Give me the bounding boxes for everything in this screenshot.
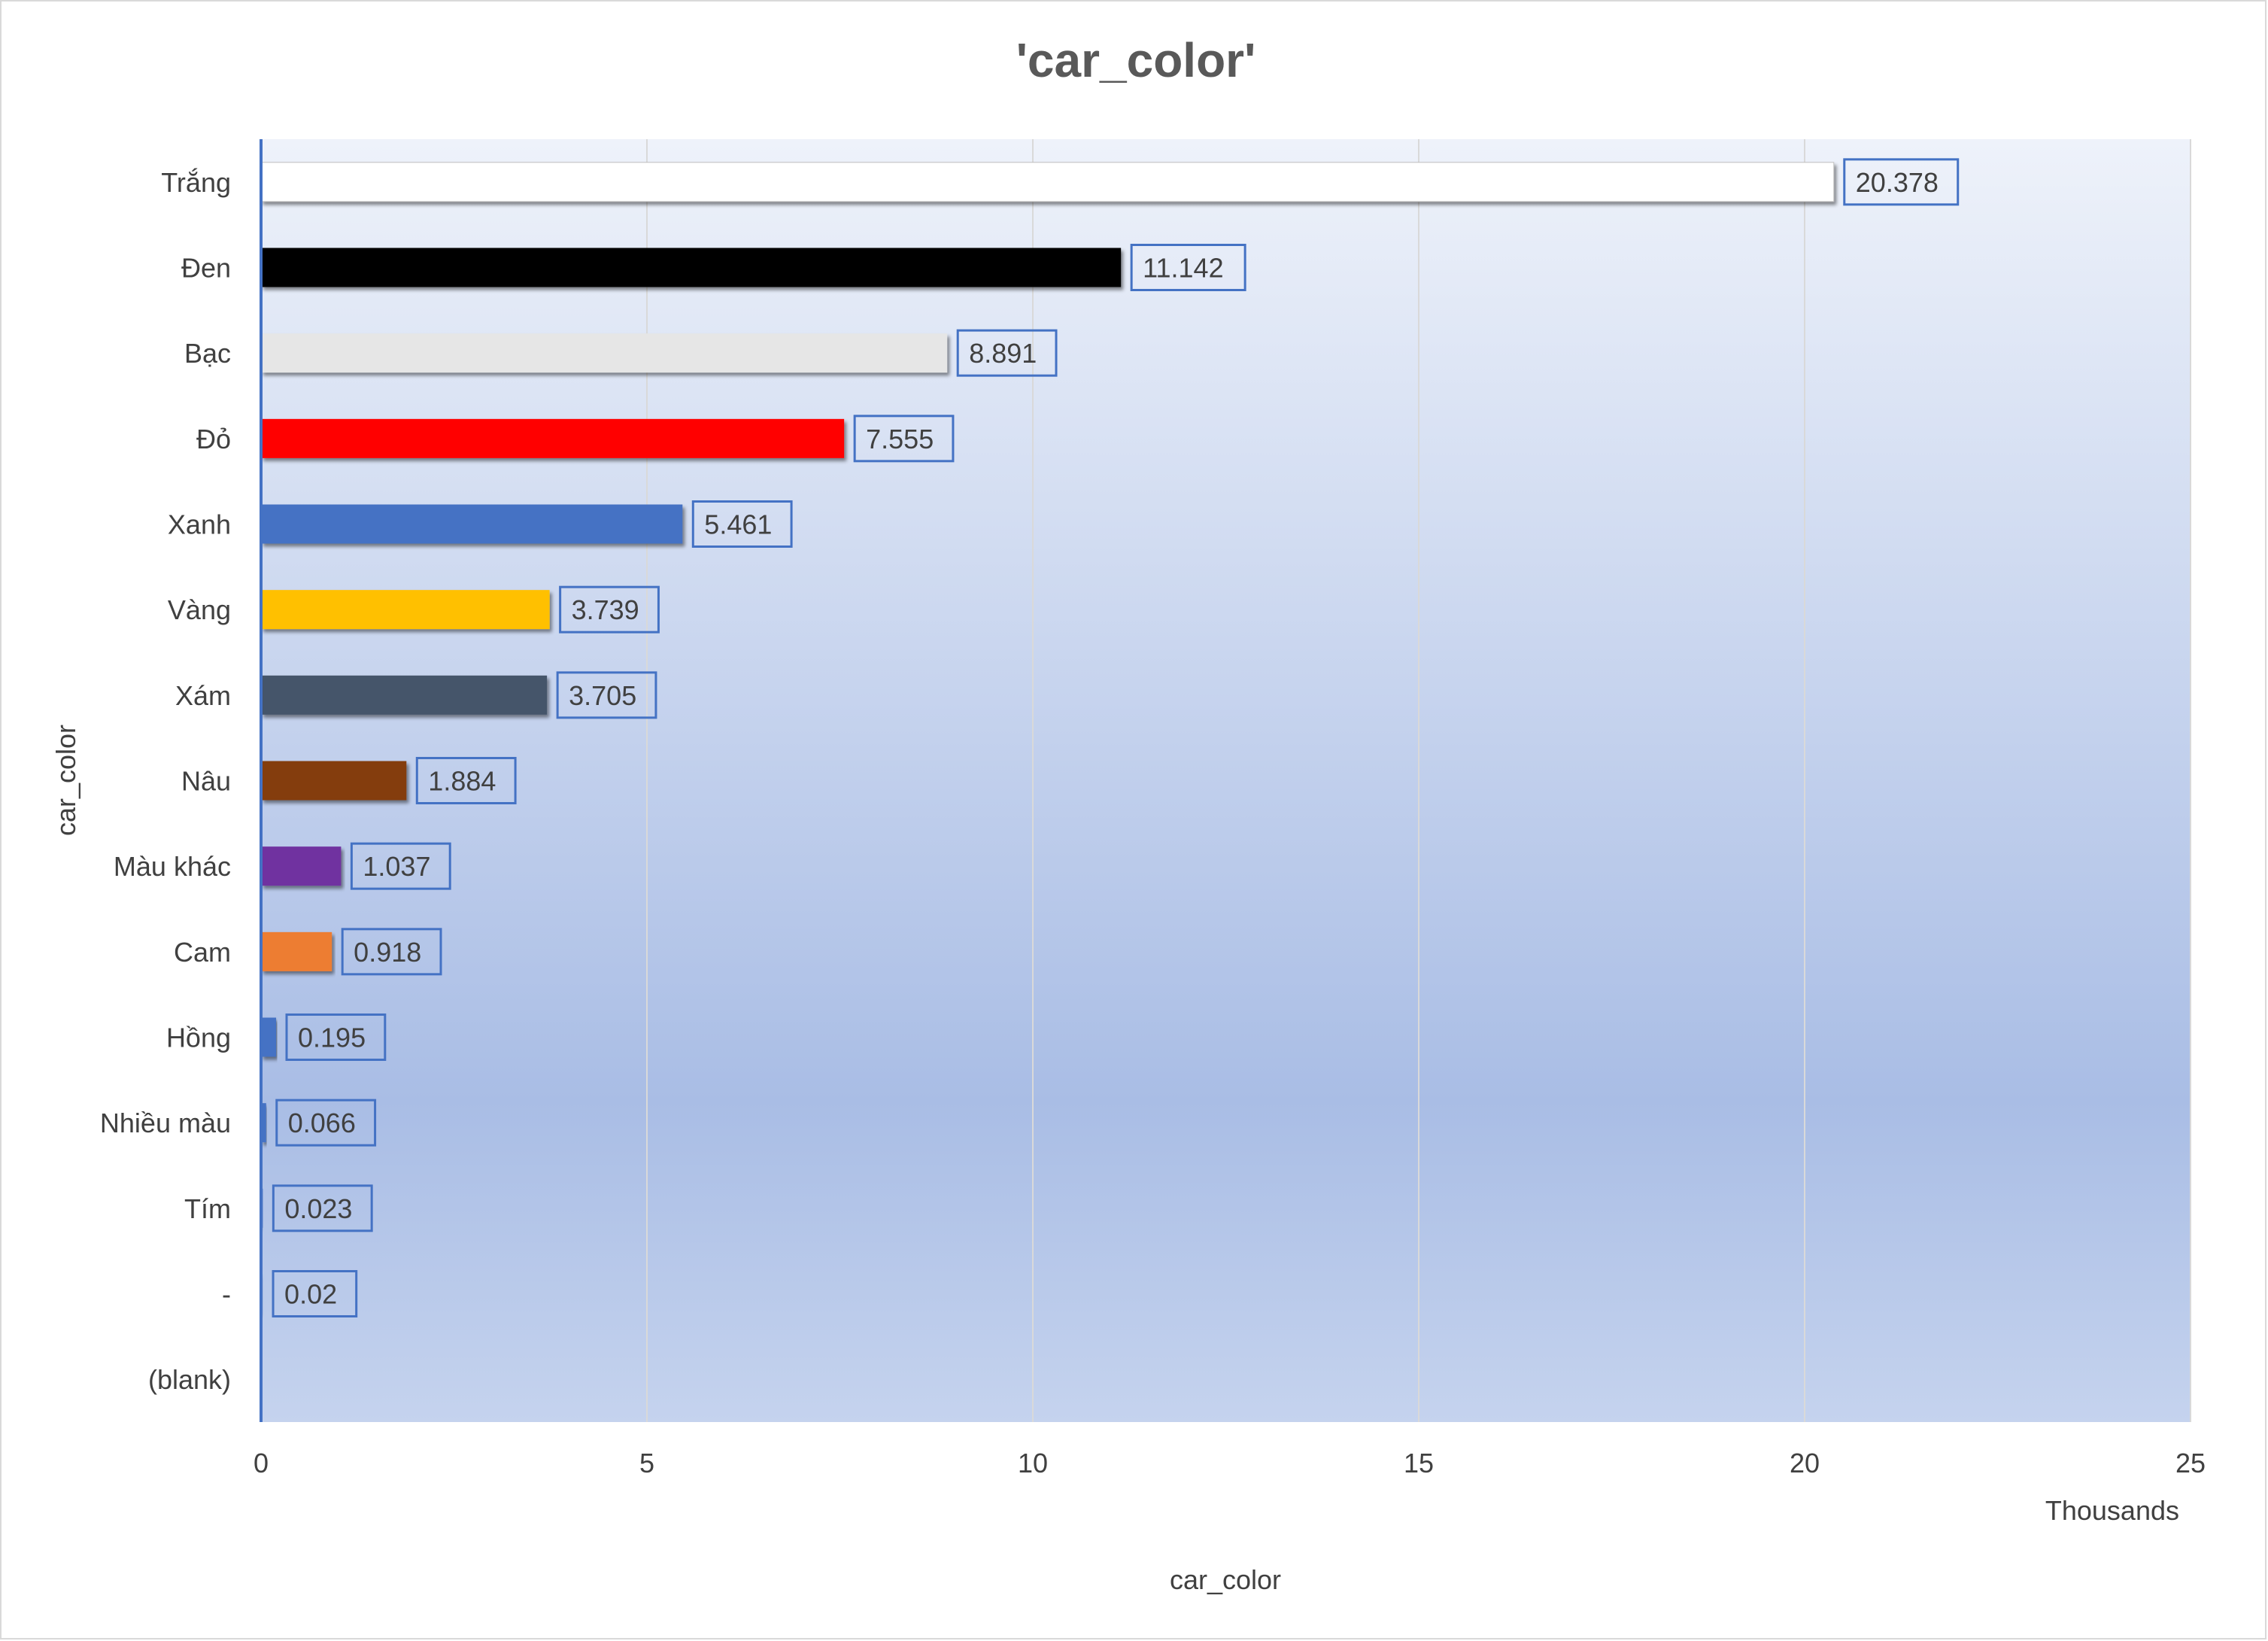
bars bbox=[260, 162, 1835, 1314]
chart-title: 'car_color' bbox=[1016, 33, 1256, 87]
data-label: 0.02 bbox=[284, 1279, 337, 1310]
category-label: Bạc bbox=[184, 338, 231, 369]
data-label-box bbox=[956, 329, 1058, 377]
x-units-label: Thousands bbox=[2045, 1495, 2179, 1526]
category-label: (blank) bbox=[148, 1364, 231, 1395]
x-tick-label: 15 bbox=[1404, 1448, 1434, 1478]
data-label-box bbox=[1843, 158, 1960, 206]
data-label-box bbox=[272, 1184, 373, 1232]
x-axis-title: car_color bbox=[1170, 1564, 1281, 1595]
y-axis-title: car_color bbox=[50, 725, 81, 836]
bar bbox=[261, 504, 683, 544]
bar bbox=[261, 1017, 277, 1057]
data-label-box bbox=[341, 928, 442, 976]
category-label: Đỏ bbox=[196, 424, 231, 454]
category-labels: Trắng Đen Bạc Đỏ Xanh Vàng Xám Nâu Màu khác Cam Hồ… bbox=[100, 167, 231, 1395]
data-label-box bbox=[556, 671, 657, 719]
category-label: Xám bbox=[175, 680, 231, 711]
x-tick-label: 25 bbox=[2175, 1448, 2206, 1478]
data-label: 11.142 bbox=[1143, 253, 1223, 284]
data-label: 0.195 bbox=[298, 1023, 366, 1053]
bar bbox=[261, 675, 548, 715]
bar bbox=[261, 761, 407, 801]
category-label: Cam bbox=[174, 937, 231, 968]
x-tick-labels: 0 5 10 15 20 25 bbox=[254, 1448, 2206, 1478]
category-label: Tím bbox=[184, 1193, 231, 1224]
bar bbox=[261, 1103, 266, 1143]
x-tick-label: 0 bbox=[254, 1448, 269, 1478]
category-label: Nhiều màu bbox=[100, 1108, 231, 1138]
plot-area bbox=[261, 139, 2191, 1422]
data-label-box bbox=[350, 842, 451, 890]
gridlines bbox=[646, 139, 2191, 1422]
data-label-box bbox=[1130, 244, 1246, 291]
bar bbox=[261, 248, 1122, 287]
category-label: Màu khác bbox=[114, 851, 231, 882]
data-label: 3.739 bbox=[572, 594, 639, 625]
category-label: Xanh bbox=[168, 509, 231, 540]
data-label: 8.891 bbox=[969, 338, 1037, 369]
data-label: 1.884 bbox=[428, 766, 496, 797]
category-label: Nâu bbox=[181, 766, 231, 797]
x-tick-label: 10 bbox=[1018, 1448, 1048, 1478]
data-label: 0.918 bbox=[354, 937, 421, 968]
data-label-box bbox=[275, 1099, 377, 1147]
category-label: Vàng bbox=[168, 594, 231, 625]
data-label-box bbox=[285, 1013, 387, 1061]
category-label: - bbox=[222, 1279, 231, 1310]
data-label: 7.555 bbox=[866, 424, 934, 454]
category-label: Hồng bbox=[166, 1023, 231, 1053]
data-label-box bbox=[853, 415, 955, 463]
data-label-box bbox=[691, 500, 793, 548]
data-label: 0.023 bbox=[284, 1193, 352, 1224]
data-label: 3.705 bbox=[569, 680, 636, 711]
category-label: Trắng bbox=[161, 167, 231, 198]
bar bbox=[261, 931, 332, 971]
data-label: 5.461 bbox=[704, 509, 772, 540]
data-labels: 20.378 11.142 8.891 7.555 5.461 3.739 3.705 1.8… bbox=[272, 158, 1960, 1317]
bar bbox=[261, 418, 845, 458]
x-tick-label: 20 bbox=[1790, 1448, 1820, 1478]
bar bbox=[261, 846, 342, 886]
category-label: Đen bbox=[181, 253, 231, 284]
data-label-box bbox=[559, 585, 660, 634]
bar bbox=[260, 162, 1835, 202]
data-label-box bbox=[272, 1270, 358, 1317]
data-label: 1.037 bbox=[363, 851, 430, 882]
x-tick-label: 5 bbox=[639, 1448, 654, 1478]
bar bbox=[261, 333, 948, 373]
bar bbox=[261, 590, 550, 630]
data-label: 0.066 bbox=[288, 1108, 356, 1138]
data-label: 20.378 bbox=[1856, 167, 1939, 198]
data-label-box bbox=[415, 757, 517, 804]
